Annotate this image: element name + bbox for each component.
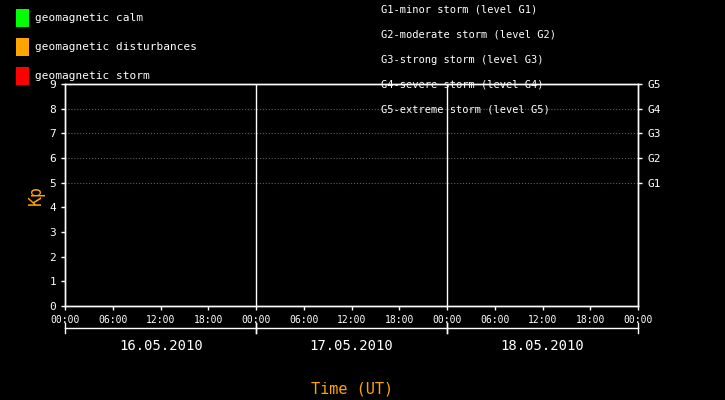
- Text: G4-severe storm (level G4): G4-severe storm (level G4): [381, 80, 543, 90]
- Text: 18.05.2010: 18.05.2010: [501, 339, 584, 353]
- Text: G5-extreme storm (level G5): G5-extreme storm (level G5): [381, 104, 550, 114]
- Y-axis label: Kp: Kp: [28, 185, 45, 205]
- Text: G1-minor storm (level G1): G1-minor storm (level G1): [381, 5, 537, 15]
- Text: G2-moderate storm (level G2): G2-moderate storm (level G2): [381, 30, 555, 40]
- Text: 17.05.2010: 17.05.2010: [310, 339, 394, 353]
- Text: geomagnetic storm: geomagnetic storm: [35, 70, 149, 81]
- Text: G3-strong storm (level G3): G3-strong storm (level G3): [381, 55, 543, 65]
- Text: Time (UT): Time (UT): [310, 381, 393, 396]
- Text: geomagnetic disturbances: geomagnetic disturbances: [35, 42, 196, 52]
- Text: geomagnetic calm: geomagnetic calm: [35, 13, 143, 23]
- Text: 16.05.2010: 16.05.2010: [119, 339, 202, 353]
